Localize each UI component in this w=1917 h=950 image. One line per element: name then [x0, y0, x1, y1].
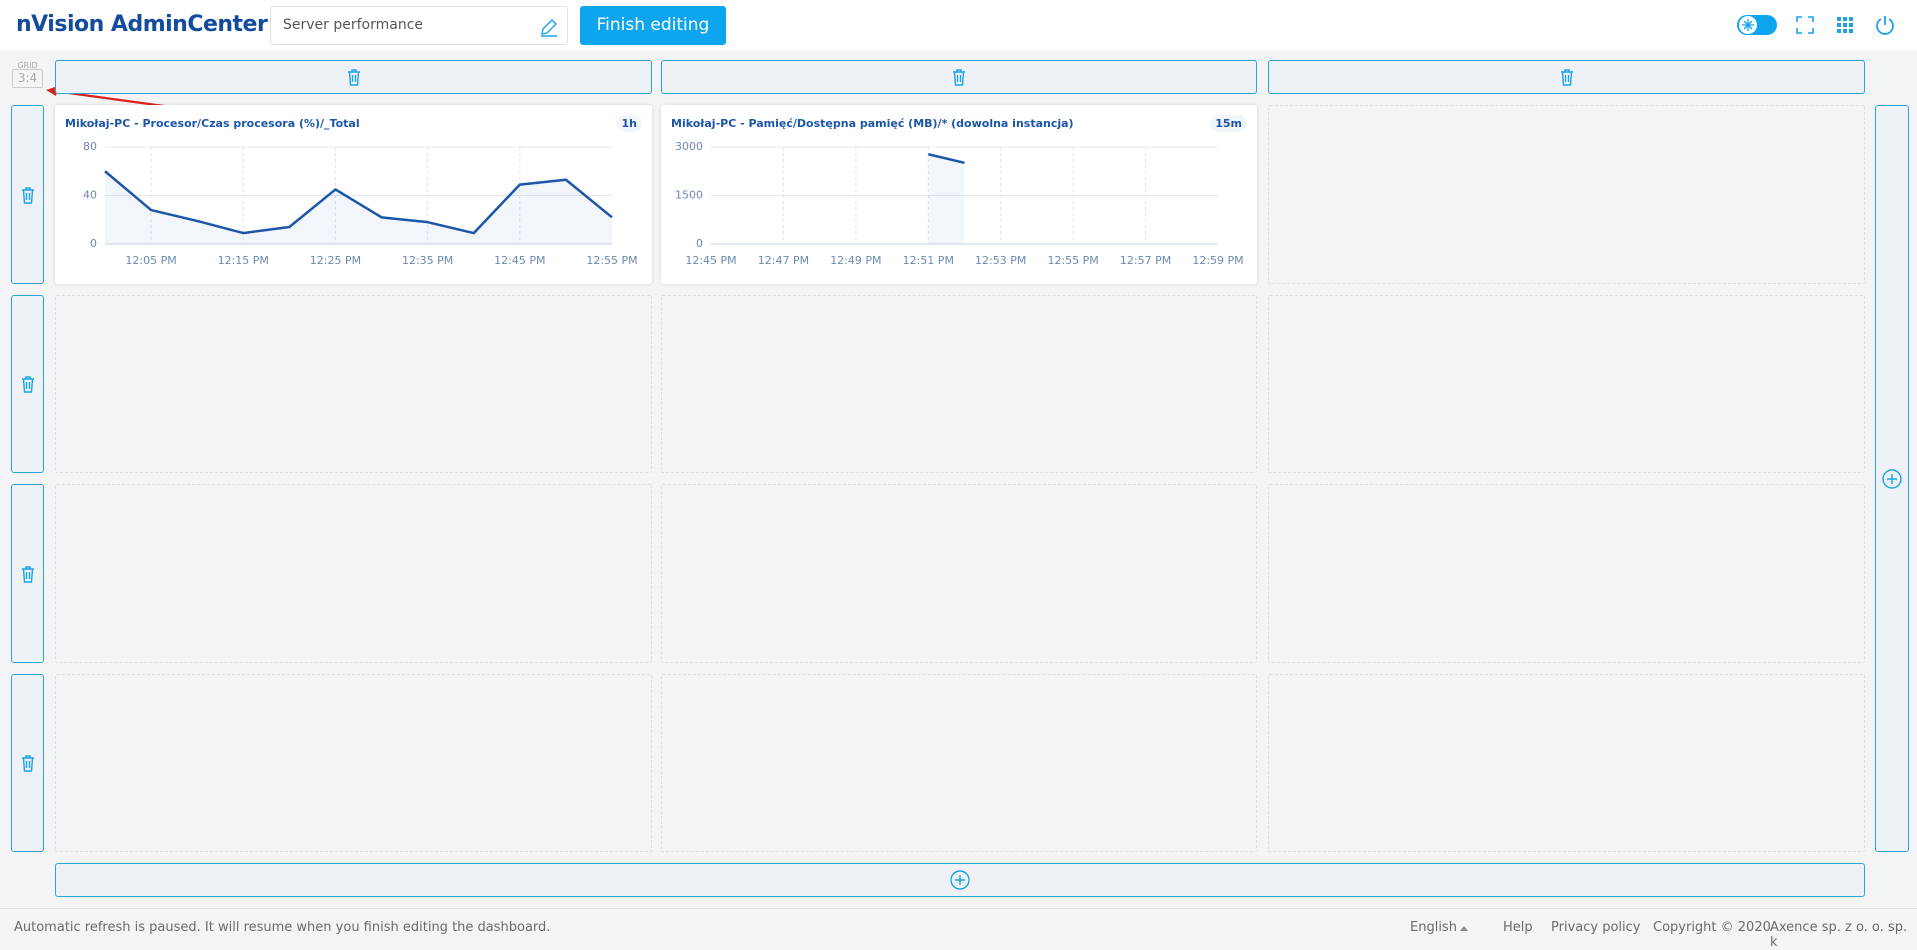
x-tick-label: 12:53 PM	[975, 254, 1026, 267]
empty-cell[interactable]	[55, 295, 652, 473]
widget-period: 15m	[1210, 115, 1247, 132]
empty-cell[interactable]	[1268, 105, 1865, 284]
add-row[interactable]	[55, 863, 1865, 897]
company: Axence sp. z o. o. sp. k	[1770, 920, 1908, 950]
widget[interactable]: Mikołaj-PC - Procesor/Czas procesora (%)…	[55, 105, 652, 284]
x-tick-label: 12:59 PM	[1192, 254, 1243, 267]
empty-cell[interactable]	[1268, 674, 1865, 852]
trash-icon[interactable]	[346, 68, 362, 86]
x-tick-label: 12:45 PM	[685, 254, 736, 267]
grid-label: GRID	[17, 61, 38, 70]
app-title: nVision AdminCenter	[16, 12, 268, 37]
finish-editing-button[interactable]: Finish editing	[580, 6, 726, 45]
x-tick-label: 12:55 PM	[586, 254, 637, 267]
grid-indicator[interactable]: GRID 3:4	[11, 61, 44, 93]
x-tick-label: 12:25 PM	[310, 254, 361, 267]
add-icon[interactable]	[1881, 468, 1903, 490]
x-tick-label: 12:45 PM	[494, 254, 545, 267]
x-tick-label: 12:35 PM	[402, 254, 453, 267]
chart: 0 1500 3000 12:45 PM 12:47 PM 12:49 PM 12:51 P…	[675, 140, 1244, 267]
copyright: Copyright © 2020	[1653, 920, 1771, 935]
edit-icon[interactable]	[539, 17, 559, 37]
grid-ratio: 3:4	[12, 69, 43, 88]
widget[interactable]: Mikołaj-PC - Pamięć/Dostępna pamięć (MB)…	[661, 105, 1257, 284]
y-tick-label: 1500	[675, 189, 703, 202]
dashboard-name-input[interactable]: Server performance	[270, 6, 568, 45]
widget-title: Mikołaj-PC - Procesor/Czas procesora (%)…	[65, 117, 360, 130]
status-text: Automatic refresh is paused. It will res…	[14, 920, 551, 935]
trash-icon[interactable]	[20, 754, 36, 772]
chart: 0 40 80 12:05 PM 12:15 PM 12:25 PM 12:35 PM 12:…	[83, 140, 638, 267]
footer: Automatic refresh is paused. It will res…	[0, 908, 1917, 950]
area	[105, 171, 612, 244]
x-tick-label: 12:49 PM	[830, 254, 881, 267]
column-delete[interactable]	[1268, 60, 1865, 94]
add-icon[interactable]	[949, 869, 971, 891]
help-link[interactable]: Help	[1503, 920, 1533, 935]
empty-cell[interactable]	[1268, 295, 1865, 473]
theme-toggle[interactable]	[1736, 13, 1778, 37]
column-delete[interactable]	[661, 60, 1257, 94]
trash-icon[interactable]	[1559, 68, 1575, 86]
trash-icon[interactable]	[20, 375, 36, 393]
x-tick-label: 12:57 PM	[1120, 254, 1171, 267]
x-tick-label: 12:51 PM	[903, 254, 954, 267]
add-column[interactable]	[1875, 105, 1909, 852]
empty-cell[interactable]	[661, 295, 1257, 473]
dashboard-name: Server performance	[283, 17, 424, 33]
line-series	[104, 170, 613, 235]
column-delete[interactable]	[55, 60, 652, 94]
row-delete[interactable]	[11, 105, 44, 284]
y-tick-label: 0	[90, 237, 97, 250]
row-delete[interactable]	[11, 295, 44, 473]
language-selector[interactable]: English	[1410, 920, 1457, 935]
x-tick-label: 12:05 PM	[125, 254, 176, 267]
x-tick-label: 12:15 PM	[218, 254, 269, 267]
trash-icon[interactable]	[20, 186, 36, 204]
line-series	[927, 153, 965, 165]
row-delete[interactable]	[11, 484, 44, 663]
trash-icon[interactable]	[951, 68, 967, 86]
x-tick-label: 12:47 PM	[758, 254, 809, 267]
header: nVision AdminCenter Server performance F…	[0, 0, 1917, 50]
fullscreen-icon[interactable]	[1795, 15, 1815, 35]
y-tick-label: 3000	[675, 140, 703, 153]
empty-cell[interactable]	[661, 674, 1257, 852]
empty-cell[interactable]	[55, 674, 652, 852]
empty-cell[interactable]	[661, 484, 1257, 663]
y-tick-label: 0	[696, 237, 703, 250]
empty-cell[interactable]	[1268, 484, 1865, 663]
caret	[1460, 926, 1468, 931]
row-delete[interactable]	[11, 674, 44, 852]
x-tick-label: 12:55 PM	[1047, 254, 1098, 267]
widget-period: 1h	[616, 115, 642, 132]
y-tick-label: 40	[83, 189, 97, 202]
privacy-link[interactable]: Privacy policy	[1551, 920, 1641, 935]
apps-icon[interactable]	[1835, 15, 1855, 35]
y-tick-label: 80	[83, 140, 97, 153]
empty-cell[interactable]	[55, 484, 652, 663]
widget-title: Mikołaj-PC - Pamięć/Dostępna pamięć (MB)…	[671, 117, 1074, 130]
trash-icon[interactable]	[20, 565, 36, 583]
area	[928, 154, 965, 244]
power-icon[interactable]	[1874, 14, 1896, 36]
